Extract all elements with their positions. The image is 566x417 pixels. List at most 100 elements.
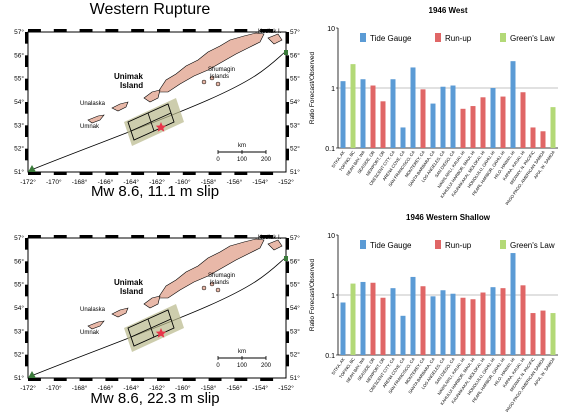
trench-line [30, 257, 286, 377]
scale-tick-label: 0 [216, 363, 220, 369]
lat-tick-label: 52° [290, 351, 300, 359]
legend-label: Tide Gauge [370, 241, 412, 250]
lat-tick-label: 51° [14, 168, 24, 176]
map-border-tick [25, 331, 28, 343]
lon-tick-label: -158° [201, 178, 217, 186]
lat-tick-label: 53° [14, 327, 24, 335]
map-border-tick [25, 102, 28, 114]
lat-tick-label: 55° [290, 75, 300, 83]
bar [370, 85, 376, 148]
bar [480, 97, 486, 148]
bar [470, 299, 476, 355]
bar [410, 67, 416, 148]
map-border-tick [208, 29, 222, 32]
lat-tick-label: 56° [14, 51, 24, 59]
map-bottom: -172° -170° -168° -166° -164° -162° -160° -158°… [8, 228, 300, 393]
map-border-tick [28, 29, 41, 32]
map-border-tick [286, 125, 289, 137]
map-border-tick [234, 29, 248, 32]
bar [440, 290, 446, 355]
lat-tick-label: 56° [290, 257, 300, 265]
map-border-tick [25, 55, 28, 67]
lon-tick-label: -170° [46, 384, 62, 392]
lon-tick-label: -162° [149, 178, 165, 186]
corner-marker [284, 50, 288, 55]
map-border-tick [234, 378, 248, 381]
bar [340, 302, 346, 355]
umnak-label: Umnak [80, 330, 100, 336]
map-frame [27, 31, 287, 173]
map-border-tick [234, 235, 248, 238]
map-border-tick [28, 172, 41, 175]
lat-tick-label: 57° [14, 28, 24, 36]
bar [360, 281, 366, 355]
bar [510, 61, 516, 148]
bar [430, 103, 436, 148]
map-border-tick [79, 378, 93, 381]
lat-tick-label: 53° [290, 121, 300, 129]
shumagin-label: Shumagin [208, 67, 235, 73]
lon-tick-label: -156° [227, 384, 243, 392]
bar [340, 81, 346, 148]
map-border-tick [234, 172, 248, 175]
map-border-tick [157, 172, 170, 175]
lon-tick-label: -166° [98, 384, 114, 392]
lon-tick-label: -164° [123, 384, 139, 392]
epicenter-star-icon [155, 328, 167, 338]
fault-segment-box [127, 309, 175, 347]
map-border-tick [131, 172, 145, 175]
scale-tick-label: 200 [261, 157, 272, 163]
bar [470, 106, 476, 148]
unimak-label: Unimak [114, 72, 143, 81]
lat-tick-label: 57° [14, 234, 24, 242]
corner-marker [284, 256, 288, 261]
map-top: -172° -170° -168° -166° -164° -162° -160° -158°… [8, 22, 300, 187]
map-border-tick [260, 378, 274, 381]
legend-label: Green's Law [510, 34, 555, 43]
bar [370, 282, 376, 355]
map-border-tick [25, 261, 28, 273]
bar [540, 131, 546, 148]
bar [400, 315, 406, 355]
map-border-tick [157, 235, 170, 238]
map-border-tick [286, 148, 289, 161]
bar [430, 296, 436, 355]
y-tick-label: 10 [327, 26, 335, 33]
map-border-tick [79, 172, 93, 175]
map-border-tick [260, 235, 274, 238]
map-border-tick [286, 78, 289, 91]
bar [390, 288, 396, 355]
lon-tick-label: -160° [175, 384, 191, 392]
lat-tick-label: 54° [14, 98, 24, 106]
islands-label: Islands [210, 74, 229, 80]
umnak-label: Umnak [80, 124, 100, 130]
bar [520, 285, 526, 355]
unalaska-label: Unalaska [80, 307, 106, 313]
bar [450, 85, 456, 148]
map-border-tick [286, 354, 289, 367]
lat-tick-label: 55° [14, 281, 24, 289]
alaska-peninsula [157, 238, 265, 299]
scale-unit-label: km [238, 349, 246, 355]
bar [550, 313, 556, 355]
corner-marker [28, 371, 36, 378]
map-border-tick [105, 378, 119, 381]
lon-tick-label: -168° [72, 384, 88, 392]
umnak-island [87, 114, 105, 124]
kodiak-island [267, 239, 283, 251]
bar [510, 253, 516, 355]
map-border-tick [286, 331, 289, 343]
bar [530, 127, 536, 148]
map-border-tick [105, 172, 119, 175]
legend-swatch [435, 240, 441, 249]
map-border-tick [286, 55, 289, 67]
unalaska-island [111, 101, 129, 112]
map-border-tick [25, 32, 28, 44]
map-border-tick [28, 378, 41, 381]
map-border-tick [53, 235, 67, 238]
scale-tick-label: 100 [237, 363, 248, 369]
lat-tick-label: 56° [290, 51, 300, 59]
shumagin-island [209, 281, 215, 287]
alaska-peninsula [157, 32, 265, 93]
lat-tick-label: 55° [14, 75, 24, 83]
